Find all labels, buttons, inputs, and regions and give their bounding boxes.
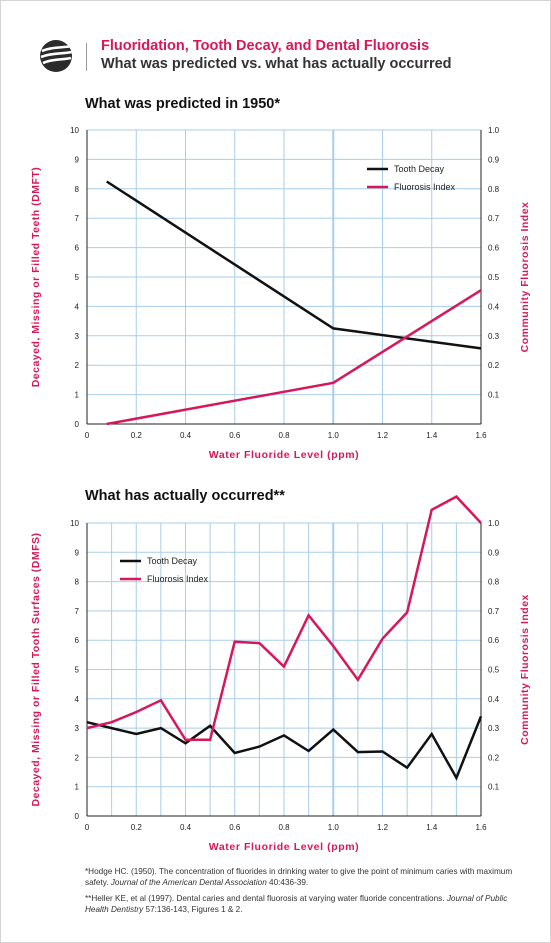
y2-tick-label: 1.0 (488, 126, 500, 135)
y-tick-label: 4 (75, 302, 80, 311)
x-axis-label: Water Fluoride Level (ppm) (209, 449, 360, 461)
y-tick-label: 0 (75, 812, 80, 821)
y-tick-label: 5 (75, 666, 80, 675)
x-tick-label: 1.0 (328, 431, 340, 440)
y-tick-label: 2 (75, 361, 80, 370)
y2-tick-label: 0.6 (488, 244, 500, 253)
x-axis-label: Water Fluoride Level (ppm) (209, 841, 360, 853)
logo-icon (40, 40, 73, 72)
y-tick-label: 6 (75, 244, 80, 253)
y2-tick-label: 0.4 (488, 695, 500, 704)
y2-tick-label: 0.7 (488, 607, 500, 616)
x-tick-label: 0.8 (278, 431, 290, 440)
legend-label-tooth-decay: Tooth Decay (394, 164, 445, 174)
legend-label-fluorosis-index: Fluorosis Index (394, 182, 456, 192)
y-tick-label: 6 (75, 636, 80, 645)
series-line-tooth-decay (86, 715, 483, 781)
y-tick-label: 5 (75, 273, 80, 282)
y-tick-label: 1 (75, 391, 80, 400)
y-tick-label: 2 (75, 753, 80, 762)
footnote-2-text: **Heller KE, et al (1997). Dental caries… (85, 894, 447, 903)
y-tick-label: 10 (70, 519, 79, 528)
footnotes: *Hodge HC. (1950). The concentration of … (85, 866, 525, 920)
y-axis-label: Decayed, Missing or Filled Teeth (DMFT) (30, 167, 42, 388)
y2-tick-label: 0.6 (488, 636, 500, 645)
x-tick-label: 0 (85, 431, 90, 440)
footnote-1-text: *Hodge HC. (1950). The concentration of … (85, 867, 513, 887)
y2-tick-label: 1.0 (488, 519, 500, 528)
y-tick-label: 9 (75, 548, 80, 557)
x-tick-label: 1.4 (426, 431, 438, 440)
x-tick-label: 1.4 (426, 823, 438, 832)
chart-2-title: What has actually occurred** (85, 488, 285, 504)
y2-tick-label: 0.5 (488, 273, 500, 282)
page-title: Fluoridation, Tooth Decay, and Dental Fl… (101, 38, 430, 54)
x-tick-label: 0 (85, 823, 90, 832)
y2-tick-label: 0.1 (488, 391, 500, 400)
page-subtitle: What was predicted vs. what has actually… (101, 56, 452, 72)
y2-axis-label: Community Fluorosis Index (519, 202, 531, 353)
y-tick-label: 3 (75, 332, 80, 341)
x-tick-label: 0.2 (131, 431, 143, 440)
y-axis-label: Decayed, Missing or Filled Tooth Surface… (30, 532, 42, 806)
y2-tick-label: 0.8 (488, 578, 500, 587)
legend-label-fluorosis-index: Fluorosis Index (147, 574, 209, 584)
y2-tick-label: 0.3 (488, 332, 500, 341)
y2-tick-label: 0.5 (488, 666, 500, 675)
x-tick-label: 0.4 (180, 431, 192, 440)
y-tick-label: 10 (70, 126, 79, 135)
y-tick-label: 9 (75, 155, 80, 164)
y-tick-label: 7 (75, 607, 80, 616)
x-tick-label: 0.4 (180, 823, 192, 832)
chart-1-title: What was predicted in 1950* (85, 96, 281, 112)
y-tick-label: 4 (75, 695, 80, 704)
footnote-1-citation: 40:436-39. (266, 878, 309, 887)
x-tick-label: 0.6 (229, 823, 241, 832)
x-tick-label: 0.6 (229, 431, 241, 440)
header-divider (86, 43, 87, 71)
x-tick-label: 1.0 (328, 823, 340, 832)
y-tick-label: 0 (75, 420, 80, 429)
legend-label-tooth-decay: Tooth Decay (147, 556, 198, 566)
x-tick-label: 1.6 (475, 823, 487, 832)
y2-axis-label: Community Fluorosis Index (519, 594, 531, 745)
chart-1-predicted: 0 0.2 0.4 0.6 0.8 1.0 1.2 1.4 1.6 0 1 2 3 4 5 6 7 8 9 10 0.1… (30, 126, 531, 461)
y2-tick-label: 0.2 (488, 361, 500, 370)
footnote-2-journal: Journal of Public Health Dentistry (85, 894, 508, 914)
y2-tick-label: 0.2 (488, 753, 500, 762)
y-tick-label: 8 (75, 185, 80, 194)
x-tick-label: 1.6 (475, 431, 487, 440)
y2-tick-label: 0.9 (488, 548, 500, 557)
y-tick-label: 3 (75, 724, 80, 733)
series-line-fluorosis-index (106, 289, 482, 426)
footnote-1-journal: Journal of the American Dental Associati… (110, 878, 267, 887)
series-line-fluorosis-index (86, 495, 482, 742)
x-tick-label: 0.8 (278, 823, 290, 832)
x-tick-label: 1.2 (377, 431, 389, 440)
footnote-2: **Heller KE, et al (1997). Dental caries… (85, 893, 525, 915)
series-line-tooth-decay (106, 180, 482, 350)
y2-tick-label: 0.9 (488, 155, 500, 164)
x-tick-label: 0.2 (131, 823, 143, 832)
y2-tick-label: 0.8 (488, 185, 500, 194)
y-tick-label: 8 (75, 578, 80, 587)
x-tick-label: 1.2 (377, 823, 389, 832)
y-tick-label: 1 (75, 783, 80, 792)
y2-tick-label: 0.4 (488, 302, 500, 311)
y2-tick-label: 0.3 (488, 724, 500, 733)
y-tick-label: 7 (75, 214, 80, 223)
chart-2-actual: 0 0.2 0.4 0.6 0.8 1.0 1.2 1.4 1.6 0 1 2 3 4 5 6 7 8 9 10 0.1… (30, 495, 531, 853)
footnote-1: *Hodge HC. (1950). The concentration of … (85, 866, 525, 888)
footnote-2-citation: 57:136-143, Figures 1 & 2. (143, 905, 243, 914)
y2-tick-label: 0.1 (488, 783, 500, 792)
y2-tick-label: 0.7 (488, 214, 500, 223)
